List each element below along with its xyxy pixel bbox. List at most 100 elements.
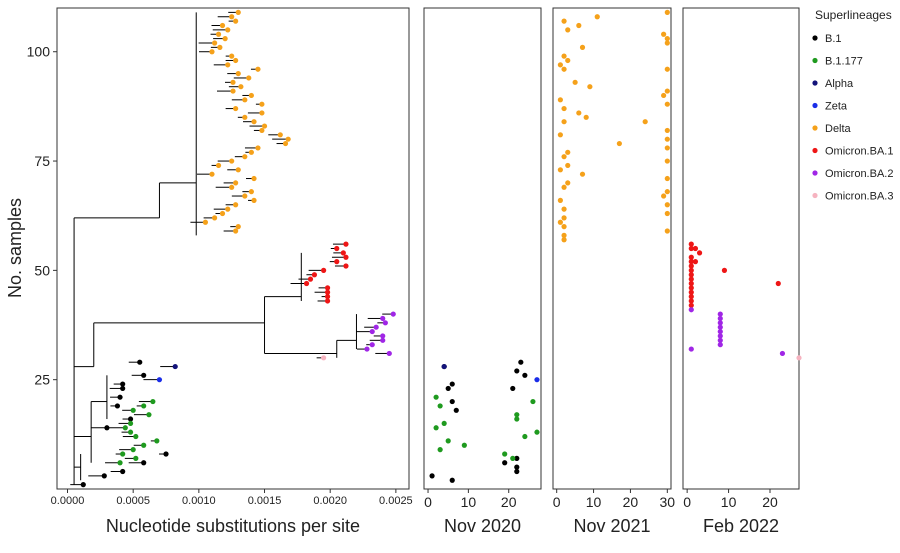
- data-point: [340, 250, 346, 256]
- data-point: [255, 66, 261, 72]
- data-point: [130, 407, 136, 413]
- data-point: [518, 359, 524, 365]
- x-tick-label: 0.0015: [248, 495, 282, 507]
- data-point: [261, 123, 268, 129]
- data-point: [251, 175, 257, 182]
- data-point: [146, 412, 152, 418]
- data-point: [441, 363, 447, 370]
- legend-item-label: Delta: [825, 123, 852, 135]
- data-point: [242, 193, 248, 199]
- data-point: [229, 158, 235, 164]
- data-point: [717, 337, 723, 343]
- data-point: [449, 477, 455, 483]
- legend-item-label: B.1.177: [825, 56, 863, 68]
- data-point: [796, 355, 802, 361]
- data-point: [561, 105, 567, 112]
- data-point: [233, 57, 239, 64]
- data-point: [616, 140, 622, 147]
- data-point: [380, 337, 386, 343]
- data-point: [369, 342, 375, 348]
- data-point: [717, 328, 723, 335]
- data-point: [141, 442, 147, 448]
- data-point: [437, 403, 443, 409]
- data-point: [561, 232, 567, 238]
- data-point: [433, 425, 439, 431]
- data-point: [229, 53, 235, 59]
- data-point: [380, 315, 386, 322]
- data-point: [779, 350, 786, 357]
- data-point: [251, 119, 257, 125]
- data-point: [449, 381, 455, 387]
- data-point: [664, 136, 670, 142]
- data-point: [343, 241, 349, 247]
- data-point: [233, 228, 239, 234]
- data-point: [688, 254, 694, 260]
- x-tick-label: 20: [623, 494, 639, 510]
- legend-item-label: Omicron.BA.3: [825, 191, 893, 203]
- data-point: [565, 149, 571, 155]
- data-point: [212, 215, 218, 221]
- panel-feb-2022: 0 10 20 Feb 2022: [682, 7, 802, 536]
- data-point: [661, 193, 667, 199]
- data-point: [324, 285, 331, 291]
- panel-nov-2020: 0 10 20 Nov 2020: [423, 7, 542, 536]
- x-axis-label: Feb 2022: [703, 516, 779, 536]
- data-point: [429, 473, 435, 479]
- data-point: [343, 263, 349, 269]
- data-point: [433, 394, 439, 400]
- data-point: [514, 464, 520, 470]
- data-point: [235, 9, 241, 15]
- data-point: [461, 442, 467, 448]
- data-point: [248, 92, 254, 99]
- data-point: [688, 276, 694, 282]
- data-point: [172, 363, 178, 370]
- data-point: [561, 119, 567, 125]
- data-point: [229, 184, 235, 190]
- data-point: [259, 101, 265, 107]
- data-point: [277, 132, 283, 138]
- legend-item-label: B.1: [825, 33, 842, 45]
- data-point: [235, 167, 241, 173]
- panel-frame: [423, 7, 542, 490]
- data-point: [642, 119, 648, 125]
- data-point: [557, 167, 563, 173]
- legend-swatch: [812, 125, 818, 131]
- data-point: [127, 429, 134, 435]
- data-point: [522, 433, 528, 440]
- data-point: [225, 62, 231, 68]
- data-point: [664, 175, 670, 182]
- data-point: [688, 307, 694, 313]
- data-point: [219, 22, 226, 29]
- data-point: [324, 289, 331, 295]
- y-axis-label: No. samples: [5, 198, 25, 298]
- data-point: [561, 154, 567, 160]
- data-point: [117, 394, 123, 400]
- data-point: [688, 272, 694, 278]
- data-point: [303, 280, 310, 287]
- data-point: [692, 245, 699, 252]
- data-point: [721, 267, 728, 273]
- data-point: [664, 210, 670, 217]
- data-point: [141, 372, 147, 378]
- x-tick-label: 10: [461, 494, 477, 510]
- data-point: [664, 158, 670, 164]
- x-tick-label: 0: [553, 494, 561, 510]
- data-point: [557, 132, 563, 138]
- data-point: [163, 451, 169, 457]
- data-point: [154, 438, 160, 444]
- data-point: [688, 263, 694, 269]
- data-point: [514, 455, 520, 461]
- data-point: [576, 110, 582, 116]
- data-point: [80, 482, 86, 488]
- data-point: [449, 398, 455, 405]
- data-point: [561, 206, 567, 212]
- data-point: [561, 53, 567, 59]
- data-point: [137, 359, 143, 365]
- x-tick-label: 0.0000: [51, 495, 85, 507]
- data-point: [565, 162, 571, 169]
- legend-swatch: [812, 147, 818, 154]
- data-point: [661, 92, 667, 99]
- data-point: [156, 377, 163, 383]
- data-point: [664, 40, 670, 46]
